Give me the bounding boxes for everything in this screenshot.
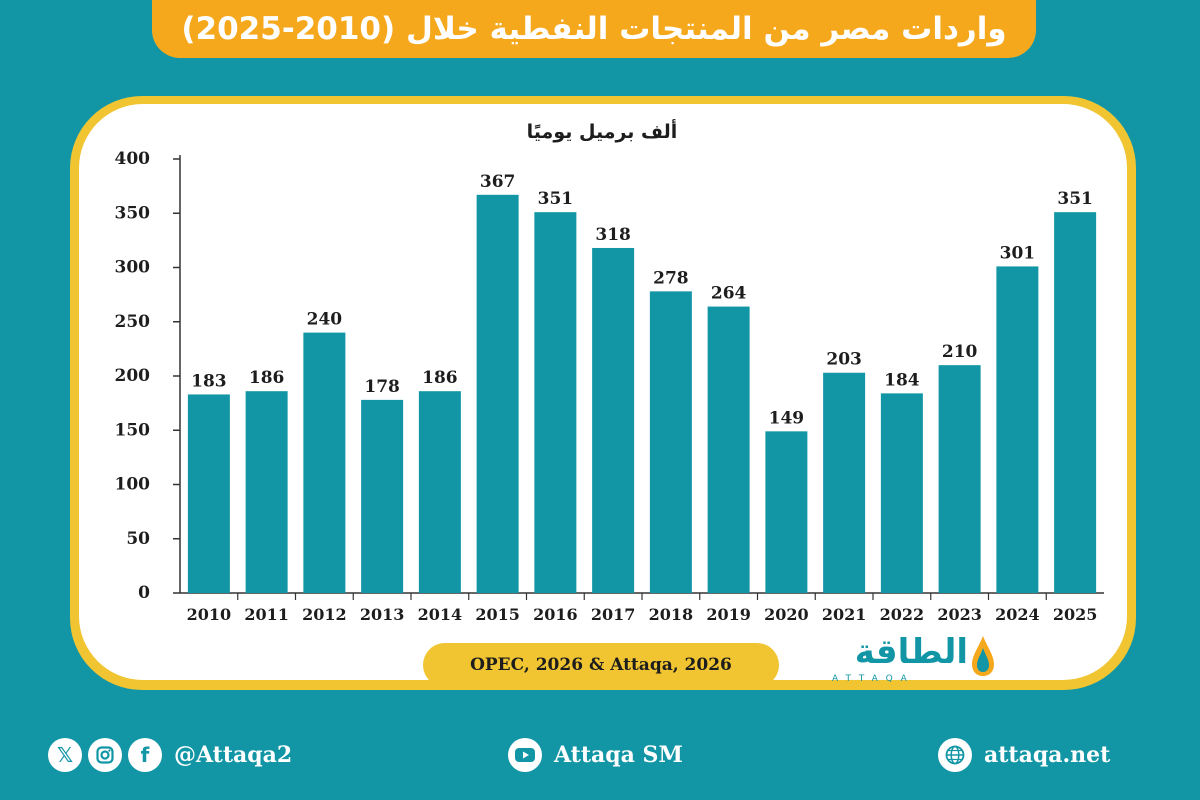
data-label: 351: [538, 189, 574, 209]
x-tick-label: 2016: [533, 605, 578, 624]
globe-icon[interactable]: [938, 738, 972, 772]
source-text: OPEC, 2026 & Attaqa, 2026: [470, 655, 732, 675]
data-label: 301: [1000, 243, 1036, 263]
attaqa-logo: الطاقة ATTAQA: [826, 632, 996, 690]
data-label: 351: [1057, 189, 1093, 209]
x-tick-label: 2015: [475, 605, 520, 624]
data-label: 210: [942, 342, 978, 362]
title-banner: واردات مصر من المنتجات النفطية خلال (201…: [152, 0, 1036, 58]
chart-title: واردات مصر من المنتجات النفطية خلال (201…: [181, 11, 1007, 47]
data-label: 278: [653, 268, 689, 288]
x-tick-label: 2011: [244, 605, 289, 624]
bar: [534, 212, 577, 594]
youtube-label[interactable]: Attaqa SM: [554, 742, 683, 768]
data-label: 203: [826, 350, 862, 370]
instagram-icon[interactable]: [88, 738, 122, 772]
bar: [938, 365, 981, 593]
x-tick-label: 2019: [706, 605, 751, 624]
bar: [996, 266, 1039, 593]
bar: [592, 247, 635, 593]
x-tick-label: 2014: [418, 605, 463, 624]
bar: [880, 393, 923, 593]
youtube-icon[interactable]: [508, 738, 542, 772]
source-pill: OPEC, 2026 & Attaqa, 2026: [423, 643, 779, 687]
x-tick-label: 2013: [360, 605, 405, 624]
logo-arabic-text: الطاقة: [854, 632, 968, 672]
y-tick-label: 350: [115, 203, 151, 223]
y-tick-label: 200: [115, 366, 151, 386]
bar: [649, 291, 692, 593]
data-label: 240: [307, 310, 343, 330]
x-icon[interactable]: 𝕏: [48, 738, 82, 772]
x-tick-label: 2017: [591, 605, 636, 624]
x-tick-label: 2018: [649, 605, 694, 624]
y-tick-label: 300: [115, 258, 151, 278]
x-tick-label: 2023: [937, 605, 982, 624]
x-tick-label: 2020: [764, 605, 809, 624]
data-label: 367: [480, 172, 516, 192]
youtube-link: Attaqa SM: [508, 733, 683, 777]
x-tick-label: 2022: [880, 605, 925, 624]
website-url[interactable]: attaqa.net: [984, 742, 1111, 768]
y-tick-label: 150: [115, 420, 151, 440]
bar: [765, 431, 808, 593]
facebook-icon[interactable]: f: [128, 738, 162, 772]
logo-latin-text: ATTAQA: [832, 674, 915, 684]
data-label: 149: [769, 408, 805, 428]
x-tick-label: 2025: [1053, 605, 1098, 624]
y-axis-label: ألف برميل يوميًا: [527, 119, 678, 143]
data-label: 183: [191, 371, 227, 391]
bar: [1054, 212, 1097, 594]
bar: [303, 332, 346, 593]
y-tick-label: 50: [126, 529, 150, 549]
flame-drop-icon: [972, 636, 994, 676]
x-tick-label: 2012: [302, 605, 347, 624]
data-label: 264: [711, 284, 747, 304]
bar: [187, 394, 230, 593]
website-link: attaqa.net: [938, 733, 1110, 777]
data-label: 178: [364, 377, 400, 397]
data-label: 186: [422, 368, 458, 388]
y-tick-label: 250: [115, 312, 151, 332]
data-label: 184: [884, 370, 920, 390]
y-tick-label: 400: [115, 149, 151, 169]
bar: [476, 194, 519, 593]
bar: [361, 399, 404, 593]
bar: [707, 306, 750, 593]
data-label: 318: [595, 225, 631, 245]
bar: [823, 372, 866, 593]
data-label: 186: [249, 368, 285, 388]
bar: [245, 391, 288, 593]
bar: [418, 391, 461, 593]
x-tick-label: 2010: [187, 605, 232, 624]
y-tick-label: 100: [115, 475, 151, 495]
x-tick-label: 2024: [995, 605, 1040, 624]
social-handle[interactable]: @Attaqa2: [174, 742, 293, 768]
y-tick-label: 0: [138, 583, 150, 603]
social-links: 𝕏 f @Attaqa2: [48, 733, 292, 777]
x-tick-label: 2021: [822, 605, 867, 624]
